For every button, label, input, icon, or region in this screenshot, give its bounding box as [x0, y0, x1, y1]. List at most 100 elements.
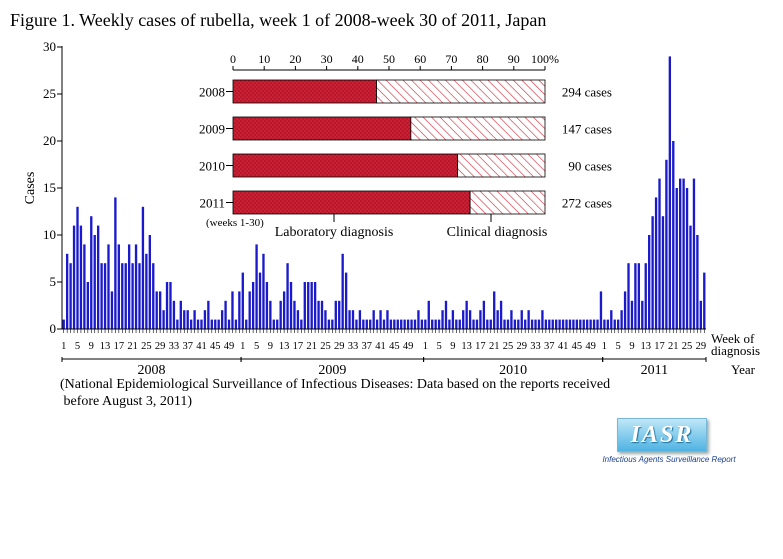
weekly-bar — [413, 319, 417, 329]
weekly-bar — [372, 310, 375, 329]
weekly-bar — [241, 272, 244, 329]
weekly-bar — [83, 244, 86, 329]
year-label: 2008 — [138, 363, 166, 378]
inset-bar-laboratory — [232, 116, 412, 141]
x-tick-label: 5 — [436, 341, 441, 352]
weekly-bar — [286, 263, 289, 329]
inset-bar-laboratory — [232, 153, 459, 178]
weekly-bar — [617, 319, 620, 329]
x-tick-label: 45 — [210, 341, 221, 352]
weekly-bar — [668, 56, 672, 330]
weekly-bar — [482, 300, 486, 329]
weekly-bar — [599, 291, 603, 329]
x-tick-label: 41 — [196, 341, 207, 352]
weekly-bar — [455, 319, 458, 329]
weekly-bar — [172, 300, 176, 329]
x-tick-label: 49 — [403, 341, 414, 352]
inset-x-tick-label: 0 — [230, 52, 236, 66]
weekly-bar — [279, 300, 282, 329]
inset-bar-clinical — [376, 79, 546, 104]
weekly-bar — [231, 291, 234, 329]
y-tick-label: 25 — [43, 86, 56, 101]
inset-x-tick-label: 40 — [352, 52, 364, 66]
weekly-bar — [200, 319, 203, 329]
inset-category-label: 2010 — [199, 159, 225, 174]
iasr-logo-text: IASR — [630, 422, 694, 448]
weekly-bar — [431, 319, 434, 329]
weekly-bar — [479, 310, 482, 329]
x-tick-label: 29 — [334, 341, 345, 352]
weekly-bar — [362, 319, 365, 329]
weekly-bar — [462, 310, 465, 329]
weekly-bar — [586, 319, 589, 329]
weekly-bar — [486, 319, 489, 329]
weekly-bar — [238, 291, 241, 329]
y-axis: 0 5 10 15 20 25 30 — [43, 39, 63, 336]
weekly-bar — [375, 319, 379, 329]
weekly-bar — [651, 216, 654, 329]
weekly-bar — [555, 319, 558, 329]
weekly-bar — [696, 235, 699, 329]
weekly-bar — [641, 300, 644, 329]
inset-x-tick-label: 80 — [477, 52, 489, 66]
weekly-bar — [296, 310, 300, 329]
weekly-bar — [131, 263, 134, 329]
weekly-bar — [86, 282, 89, 329]
weekly-bar — [62, 319, 65, 329]
inset-category-label: 2011 — [199, 196, 225, 211]
weekly-bar — [530, 319, 534, 329]
weekly-bar — [207, 300, 210, 329]
weekly-bar — [603, 319, 606, 329]
weekly-bar — [527, 310, 530, 329]
inset-x-tick-label: 90 — [508, 52, 520, 66]
weekly-bar — [152, 263, 155, 329]
weekly-bar — [265, 282, 269, 329]
legend-clinical: Clinical diagnosis — [447, 225, 548, 240]
inset-bar-clinical — [410, 116, 546, 141]
inset-x-axis: 0 10 20 30 40 50 60 70 80 90 100% — [230, 52, 559, 71]
year-axis: 2008 2009 2010 2011 — [61, 357, 707, 378]
weekly-bar — [79, 225, 83, 329]
weekly-bar — [272, 319, 275, 329]
weekly-bar — [434, 319, 437, 329]
weekly-bar — [351, 310, 355, 329]
weekly-bar — [572, 319, 575, 329]
weekly-bar — [386, 310, 389, 329]
weekly-bar — [276, 319, 279, 329]
weekly-bar — [699, 300, 702, 329]
weekly-bar — [93, 235, 96, 329]
weekly-bar — [393, 319, 396, 329]
iasr-logo: IASR — [617, 418, 707, 452]
weekly-bar — [627, 263, 630, 329]
weekly-bar — [203, 310, 207, 329]
chart-title: Figure 1. Weekly cases of rubella, week … — [10, 10, 546, 30]
weekly-bar — [424, 319, 427, 329]
weekly-bar — [524, 319, 527, 329]
weekly-bar — [121, 263, 124, 329]
weekly-bar — [210, 319, 213, 329]
x-tick-label: 49 — [224, 341, 235, 352]
x-tick-label: 5 — [75, 341, 80, 352]
x-tick-label: 45 — [389, 341, 400, 352]
x-tick-label: 1 — [61, 341, 66, 352]
weekly-bar — [255, 244, 258, 329]
iasr-logo-subtitle: Infectious Agents Surveillance Report — [602, 455, 736, 464]
x-axis-label-line2: diagnosis — [711, 343, 760, 358]
x-tick-label: 25 — [503, 341, 514, 352]
y-axis-label: Cases — [23, 172, 38, 205]
weekly-bar — [245, 319, 248, 329]
weekly-bar — [685, 188, 689, 329]
x-tick-label: 41 — [375, 341, 386, 352]
inset-total-label: 147 cases — [562, 122, 612, 137]
weekly-bar — [658, 178, 661, 329]
weekly-bar — [369, 319, 372, 329]
x-tick-label: 17 — [654, 341, 665, 352]
weekly-bar — [551, 319, 554, 329]
x-tick-label: 33 — [169, 341, 180, 352]
weekly-bar — [324, 310, 327, 329]
weekly-bar — [517, 319, 520, 329]
inset-category-label: 2008 — [199, 85, 225, 100]
inset-x-tick-label: 10 — [258, 52, 270, 66]
inset-category-note: (weeks 1-30) — [206, 217, 264, 229]
x-tick-label: 17 — [475, 341, 486, 352]
